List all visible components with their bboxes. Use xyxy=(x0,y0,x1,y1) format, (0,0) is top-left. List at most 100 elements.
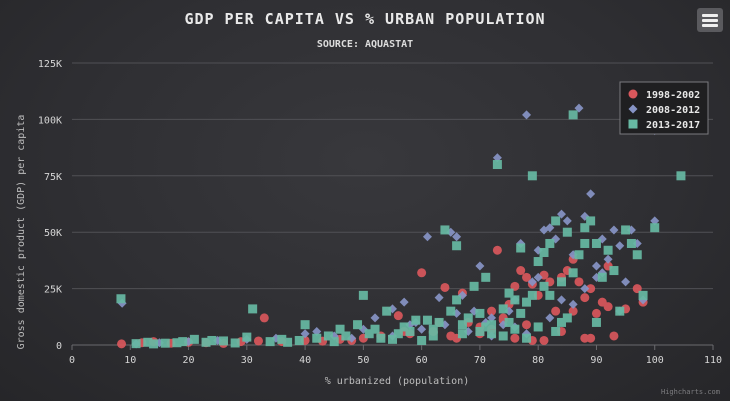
data-point[interactable] xyxy=(556,209,566,219)
data-point[interactable] xyxy=(591,308,601,318)
data-point[interactable] xyxy=(580,238,590,248)
data-point[interactable] xyxy=(405,326,415,336)
data-point[interactable] xyxy=(603,245,613,255)
data-point[interactable] xyxy=(382,306,392,316)
data-point[interactable] xyxy=(574,277,584,287)
data-point[interactable] xyxy=(149,339,159,349)
data-point[interactable] xyxy=(574,103,584,113)
data-point[interactable] xyxy=(574,250,584,260)
data-point[interactable] xyxy=(457,329,467,339)
data-point[interactable] xyxy=(527,171,537,181)
data-point[interactable] xyxy=(533,322,543,332)
data-point[interactable] xyxy=(603,254,613,264)
data-point[interactable] xyxy=(533,272,543,282)
data-point[interactable] xyxy=(539,248,549,258)
data-point[interactable] xyxy=(399,297,409,307)
data-point[interactable] xyxy=(551,306,561,316)
data-point[interactable] xyxy=(568,299,578,309)
data-point[interactable] xyxy=(562,313,572,323)
data-point[interactable] xyxy=(230,338,240,348)
data-point[interactable] xyxy=(283,337,293,347)
legend-symbol[interactable] xyxy=(628,104,638,114)
data-point[interactable] xyxy=(434,317,444,327)
data-point[interactable] xyxy=(568,268,578,278)
data-point[interactable] xyxy=(463,313,473,323)
data-point[interactable] xyxy=(422,315,432,325)
data-point[interactable] xyxy=(510,333,520,343)
data-point[interactable] xyxy=(393,311,403,321)
data-point[interactable] xyxy=(428,331,438,341)
data-point[interactable] xyxy=(586,216,596,226)
data-point[interactable] xyxy=(516,243,526,253)
data-point[interactable] xyxy=(632,284,642,294)
data-point[interactable] xyxy=(621,225,631,235)
data-point[interactable] xyxy=(457,320,467,330)
data-point[interactable] xyxy=(481,272,491,282)
data-point[interactable] xyxy=(676,171,686,181)
data-point[interactable] xyxy=(586,284,596,294)
data-point[interactable] xyxy=(609,225,619,235)
data-point[interactable] xyxy=(597,272,607,282)
data-point[interactable] xyxy=(116,294,126,304)
data-point[interactable] xyxy=(207,335,217,345)
data-point[interactable] xyxy=(277,334,287,344)
data-point[interactable] xyxy=(446,306,456,316)
data-point[interactable] xyxy=(259,313,269,323)
data-point[interactable] xyxy=(522,320,532,330)
data-point[interactable] xyxy=(591,317,601,327)
data-point[interactable] xyxy=(545,238,555,248)
data-point[interactable] xyxy=(189,334,199,344)
data-point[interactable] xyxy=(388,334,397,344)
data-point[interactable] xyxy=(131,339,141,349)
menu-button[interactable] xyxy=(697,8,723,32)
data-point[interactable] xyxy=(539,335,549,345)
data-point[interactable] xyxy=(469,281,479,291)
data-point[interactable] xyxy=(487,313,497,323)
data-point[interactable] xyxy=(492,153,502,163)
data-point[interactable] xyxy=(580,284,590,294)
data-point[interactable] xyxy=(626,238,636,248)
data-point[interactable] xyxy=(178,337,188,347)
data-point[interactable] xyxy=(615,241,625,251)
data-point[interactable] xyxy=(556,295,566,305)
data-point[interactable] xyxy=(143,337,153,347)
data-point[interactable] xyxy=(556,317,566,327)
data-point[interactable] xyxy=(422,232,432,242)
data-point[interactable] xyxy=(638,290,648,300)
data-point[interactable] xyxy=(603,302,613,312)
data-point[interactable] xyxy=(440,225,450,235)
data-point[interactable] xyxy=(481,322,491,332)
data-point[interactable] xyxy=(248,304,258,314)
data-point[interactable] xyxy=(527,277,537,287)
data-point[interactable] xyxy=(504,317,514,327)
data-point[interactable] xyxy=(370,313,380,323)
data-point[interactable] xyxy=(487,306,497,316)
data-point[interactable] xyxy=(516,266,526,276)
data-point[interactable] xyxy=(533,257,543,267)
data-point[interactable] xyxy=(539,281,549,291)
data-point[interactable] xyxy=(117,339,127,349)
data-point[interactable] xyxy=(510,324,520,334)
data-point[interactable] xyxy=(580,223,590,233)
data-point[interactable] xyxy=(300,320,310,330)
data-point[interactable] xyxy=(522,333,532,343)
data-point[interactable] xyxy=(522,272,532,282)
data-point[interactable] xyxy=(417,268,427,278)
data-point[interactable] xyxy=(312,326,322,336)
data-point[interactable] xyxy=(556,277,566,287)
data-point[interactable] xyxy=(265,337,275,347)
data-point[interactable] xyxy=(545,313,555,323)
data-point[interactable] xyxy=(568,306,578,316)
data-point[interactable] xyxy=(487,320,497,330)
data-point[interactable] xyxy=(440,282,450,292)
data-point[interactable] xyxy=(621,277,631,287)
data-point[interactable] xyxy=(650,216,660,226)
data-point[interactable] xyxy=(399,322,409,332)
data-point[interactable] xyxy=(475,308,485,318)
data-point[interactable] xyxy=(591,238,601,248)
data-point[interactable] xyxy=(475,326,485,336)
legend-symbol[interactable] xyxy=(628,89,638,99)
data-point[interactable] xyxy=(353,320,363,330)
data-point[interactable] xyxy=(411,315,421,325)
data-point[interactable] xyxy=(370,324,380,334)
